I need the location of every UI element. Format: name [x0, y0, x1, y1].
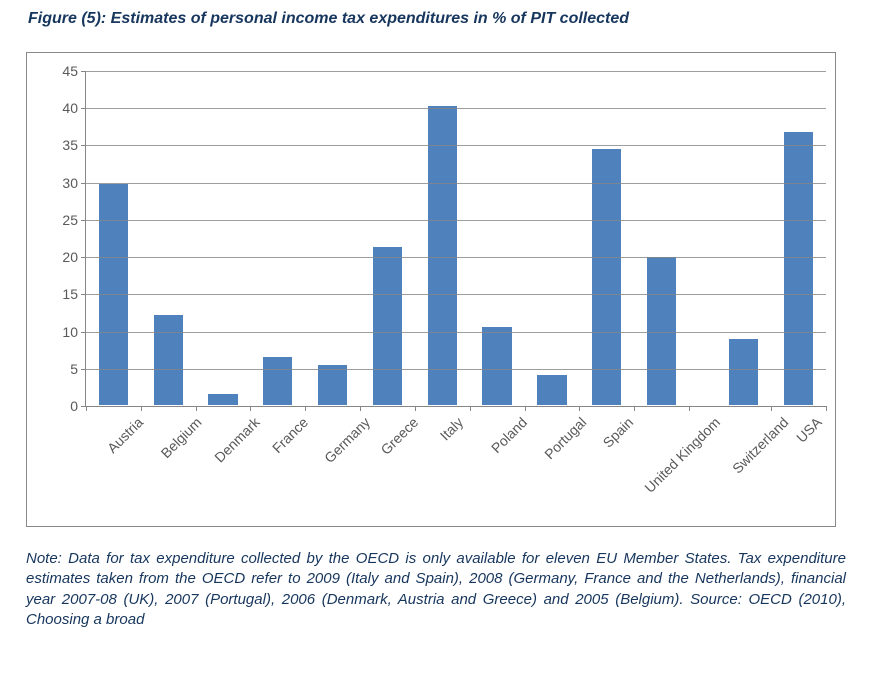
x-tick-label: Switzerland — [729, 414, 791, 476]
x-tick-label: Portugal — [541, 414, 589, 462]
bar — [317, 364, 348, 406]
gridline — [86, 369, 826, 370]
gridline — [86, 145, 826, 146]
x-tick-label: Poland — [488, 414, 530, 456]
x-tick-mark — [634, 406, 635, 411]
figure-title: Figure (5): Estimates of personal income… — [28, 10, 848, 28]
bar — [481, 326, 512, 406]
gridline — [86, 71, 826, 72]
y-tick-label: 40 — [38, 100, 86, 116]
bar — [153, 314, 184, 406]
x-tick-mark — [250, 406, 251, 411]
y-tick-label: 35 — [38, 137, 86, 153]
y-tick-label: 20 — [38, 249, 86, 265]
x-tick-mark — [196, 406, 197, 411]
gridline — [86, 220, 826, 221]
x-tick-label: Denmark — [211, 414, 262, 465]
x-tick-label: Belgium — [158, 414, 205, 461]
bars-layer — [86, 71, 826, 406]
x-tick-label: Austria — [104, 414, 146, 456]
x-tick-mark — [141, 406, 142, 411]
y-tick-label: 30 — [38, 175, 86, 191]
x-tick-mark — [86, 406, 87, 411]
x-tick-mark — [470, 406, 471, 411]
chart-container: 0 5 10 15 20 25 30 35 40 45 Austria BelgiumDenmarkF… — [26, 52, 836, 527]
gridline — [86, 257, 826, 258]
x-tick-label: United Kingdom — [641, 414, 723, 496]
x-tick-label: Spain — [599, 414, 636, 451]
bar — [783, 131, 814, 406]
y-tick-label: 25 — [38, 212, 86, 228]
x-tick-label: France — [269, 414, 311, 456]
x-tick-label: USA — [793, 414, 825, 446]
bar — [728, 338, 759, 406]
x-tick-mark — [579, 406, 580, 411]
figure-note: Note: Data for tax expenditure collected… — [26, 549, 846, 630]
x-tick-mark — [360, 406, 361, 411]
bar — [427, 105, 458, 407]
y-tick-label: 10 — [38, 324, 86, 340]
bar — [207, 393, 238, 406]
x-tick-label: Greece — [378, 414, 422, 458]
document-page: Figure (5): Estimates of personal income… — [0, 0, 874, 677]
gridline — [86, 183, 826, 184]
gridline — [86, 108, 826, 109]
gridline — [86, 294, 826, 295]
x-tick-label: Italy — [437, 414, 466, 443]
x-tick-mark — [689, 406, 690, 411]
x-tick-mark — [771, 406, 772, 411]
bar — [536, 374, 567, 406]
y-tick-label: 15 — [38, 286, 86, 302]
plot-area: 051015202530354045AustriaBelgiumDenmarkF… — [85, 71, 826, 407]
y-tick-label: 0 — [38, 398, 86, 414]
x-tick-mark — [415, 406, 416, 411]
y-tick-label: 45 — [38, 63, 86, 79]
bar — [372, 246, 403, 406]
x-tick-mark — [525, 406, 526, 411]
x-tick-mark — [305, 406, 306, 411]
x-tick-label: Germany — [321, 414, 373, 466]
bar — [591, 148, 622, 406]
gridline — [86, 332, 826, 333]
bar — [262, 356, 293, 406]
x-tick-mark — [826, 406, 827, 411]
y-tick-label: 5 — [38, 361, 86, 377]
